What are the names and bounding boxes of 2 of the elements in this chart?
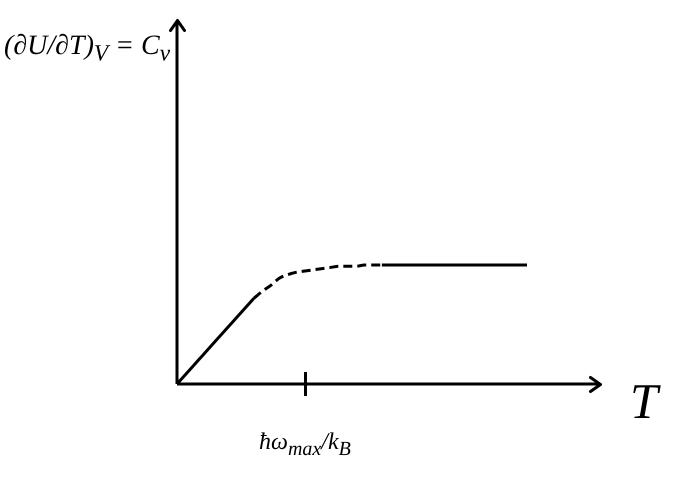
text: ħω$_{max}$/k$_{B}$ <box>259 429 351 460</box>
text: (∂U/∂T)$_{V}$ = C$_{v}$ <box>4 30 170 67</box>
